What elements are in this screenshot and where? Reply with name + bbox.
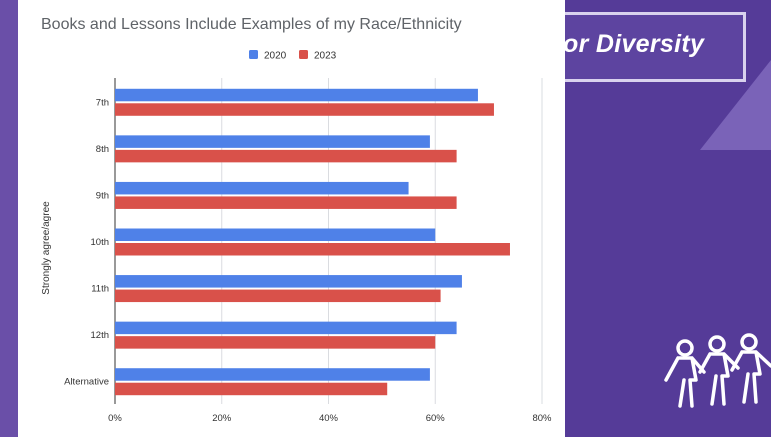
x-tick-label: 0% [108, 413, 122, 424]
bar-chart: 0% 20% 40% 60% 80% 7th 8th 9th 10th 11th 12th Alter… [41, 50, 552, 424]
x-tick-label: 40% [319, 413, 339, 424]
bar-2023-8th [115, 149, 457, 163]
legend-swatch-2023 [299, 50, 308, 59]
category-label: 8th [96, 144, 109, 155]
slide-banner [540, 12, 746, 82]
legend-label-2020: 2020 [264, 51, 287, 62]
x-tick-label: 60% [426, 413, 446, 424]
bar-2020-10th [115, 228, 436, 241]
category-label: 12th [91, 330, 110, 341]
bar-2023-12th [115, 336, 436, 349]
chart-card: Books and Lessons Include Examples of my… [18, 0, 565, 437]
slide-banner-text: or Diversity [563, 30, 705, 58]
y-axis-title: Strongly agree/agree [41, 201, 52, 295]
category-label: 9th [96, 190, 109, 201]
chart-title: Books and Lessons Include Examples of my… [41, 16, 462, 33]
legend-label-2023: 2023 [314, 51, 337, 62]
bar-2020-9th [115, 181, 409, 195]
bar-2020-11th [115, 275, 462, 288]
bar-2023-alternative [115, 382, 388, 396]
category-label: 11th [91, 284, 109, 295]
category-label: 10th [91, 237, 110, 248]
bar-2020-7th [115, 88, 478, 102]
people-group-icon [664, 333, 771, 408]
bar-2023-9th [115, 196, 457, 209]
background-left-edge [0, 0, 18, 437]
bar-2023-11th [115, 289, 441, 303]
x-tick-label: 20% [212, 413, 232, 424]
bar-2023-7th [115, 103, 494, 116]
bar-2020-8th [115, 135, 430, 148]
category-label: 7th [96, 97, 109, 108]
legend-swatch-2020 [249, 50, 258, 59]
bar-2023-10th [115, 243, 510, 256]
bar-2020-alternative [115, 368, 430, 381]
bar-2020-12th [115, 321, 457, 335]
x-tick-label: 80% [532, 413, 552, 424]
category-label: Alternative [64, 377, 109, 388]
